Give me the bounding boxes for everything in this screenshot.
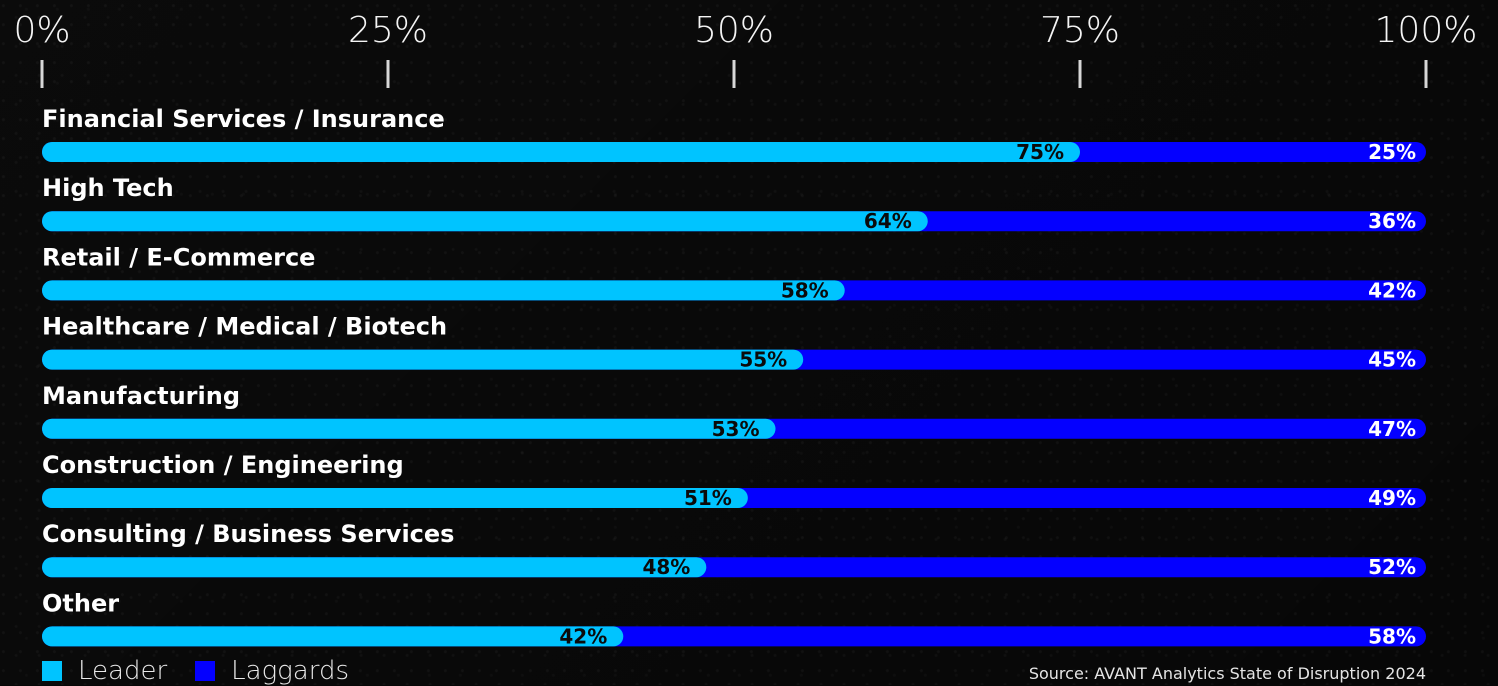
- leader-bar: [42, 211, 928, 232]
- leader-value-label: 42%: [559, 624, 607, 648]
- category-label: Manufacturing: [42, 382, 240, 410]
- laggard-value-label: 25%: [1368, 140, 1416, 164]
- leader-value-label: 55%: [739, 348, 787, 372]
- laggard-value-label: 45%: [1368, 348, 1416, 372]
- category-label: Healthcare / Medical / Biotech: [42, 313, 447, 341]
- laggard-value-label: 52%: [1368, 555, 1416, 579]
- laggard-value-label: 42%: [1368, 278, 1416, 302]
- laggard-value-label: 49%: [1368, 486, 1416, 510]
- leader-value-label: 75%: [1016, 140, 1064, 164]
- leader-value-label: 64%: [864, 209, 912, 233]
- leader-value-label: 58%: [781, 278, 829, 302]
- leader-bar: [42, 142, 1080, 162]
- leader-bar: [42, 557, 707, 578]
- leader-bar: [42, 280, 845, 301]
- leader-value-label: 48%: [642, 555, 690, 579]
- x-axis-tick-label: 100%: [1375, 10, 1478, 51]
- legend-item-laggards: Laggards: [195, 656, 349, 686]
- legend: Leader Laggards: [42, 656, 349, 686]
- leader-bar: [42, 626, 624, 647]
- leader-bar: [42, 418, 776, 439]
- category-label: Consulting / Business Services: [42, 520, 454, 548]
- category-label: Financial Services / Insurance: [42, 105, 445, 133]
- leader-bar: [42, 349, 804, 370]
- laggard-value-label: 58%: [1368, 624, 1416, 648]
- legend-label-leader: Leader: [78, 656, 168, 686]
- source-note: Source: AVANT Analytics State of Disrupt…: [1028, 664, 1426, 683]
- laggard-value-label: 36%: [1368, 209, 1416, 233]
- category-label: Construction / Engineering: [42, 451, 404, 479]
- category-label: Other: [42, 589, 119, 617]
- leader-swatch: [42, 661, 62, 681]
- leader-value-label: 51%: [684, 486, 732, 510]
- category-label: Retail / E-Commerce: [42, 243, 315, 271]
- legend-label-laggards: Laggards: [231, 656, 349, 686]
- x-axis-tick-label: 50%: [694, 10, 774, 51]
- x-axis-tick-label: 75%: [1040, 10, 1120, 51]
- leader-value-label: 53%: [712, 417, 760, 441]
- leader-bar: [42, 488, 748, 508]
- x-axis-tick-label: 0%: [13, 10, 70, 51]
- laggard-value-label: 47%: [1368, 417, 1416, 441]
- legend-item-leader: Leader: [42, 656, 167, 686]
- category-label: High Tech: [42, 174, 174, 202]
- x-axis-tick-label: 25%: [348, 10, 428, 51]
- laggards-swatch: [195, 661, 216, 681]
